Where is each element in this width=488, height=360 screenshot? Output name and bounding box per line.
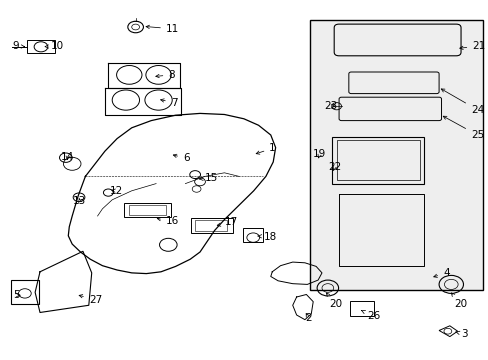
Bar (349, 301, 373, 316)
Text: 10: 10 (45, 41, 64, 51)
Text: 4: 4 (433, 268, 448, 278)
Text: 2: 2 (305, 312, 311, 323)
Text: 25: 25 (442, 116, 483, 140)
Text: 12: 12 (109, 186, 123, 196)
Text: 24: 24 (440, 89, 483, 115)
Text: 3: 3 (455, 329, 467, 339)
Bar (11, 280, 39, 304)
Bar (191, 218, 232, 233)
Bar (331, 137, 424, 184)
Bar (336, 140, 419, 180)
Text: 13: 13 (73, 196, 86, 206)
Text: 23: 23 (324, 101, 337, 111)
Text: 27: 27 (79, 294, 102, 305)
Text: 20: 20 (450, 293, 467, 309)
Text: 9: 9 (12, 41, 24, 51)
Text: 17: 17 (217, 217, 237, 228)
Text: 7: 7 (161, 98, 177, 108)
Text: 16: 16 (157, 216, 179, 226)
Bar (195, 220, 226, 231)
Bar (309, 20, 482, 290)
Text: 22: 22 (327, 162, 341, 172)
Text: 1: 1 (256, 143, 275, 154)
Text: 20: 20 (326, 293, 341, 309)
Bar (27, 40, 55, 53)
Bar (408, 273, 436, 290)
Bar (129, 205, 165, 215)
Text: 15: 15 (199, 173, 218, 183)
Bar (243, 228, 263, 242)
Text: 11: 11 (146, 24, 179, 34)
Text: 14: 14 (61, 152, 74, 162)
Bar (413, 275, 432, 287)
Bar (124, 203, 170, 217)
Text: 8: 8 (156, 70, 175, 80)
Text: 18: 18 (257, 232, 276, 242)
Text: 5: 5 (14, 290, 20, 300)
Text: 19: 19 (313, 149, 326, 159)
Text: 21: 21 (459, 41, 485, 51)
Text: 6: 6 (173, 153, 189, 163)
Text: 26: 26 (361, 311, 379, 321)
